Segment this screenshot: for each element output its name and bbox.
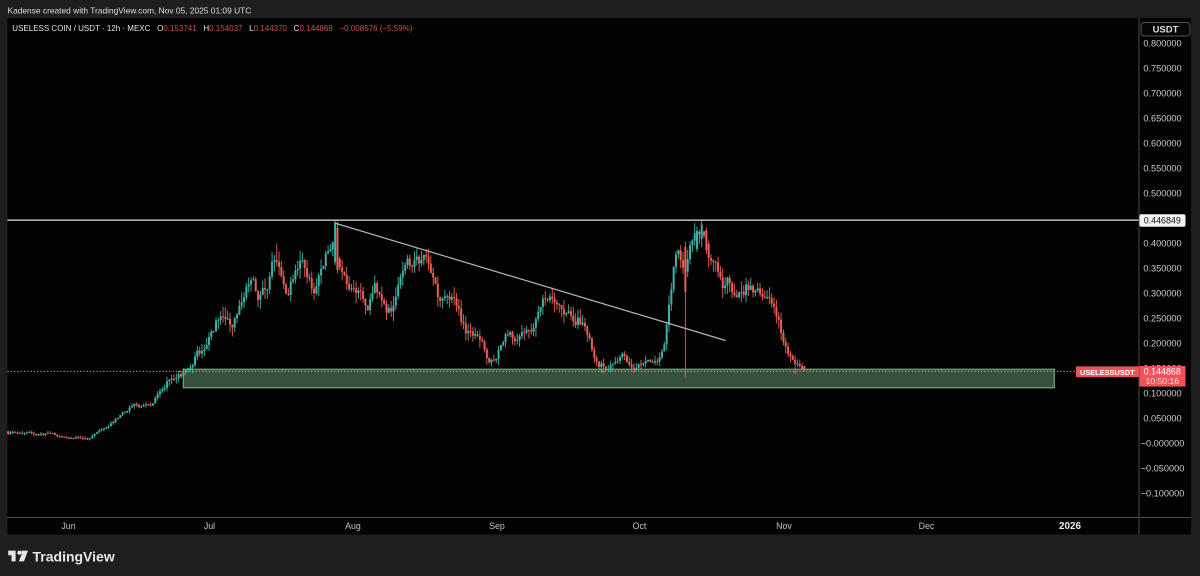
svg-text:−0.050000: −0.050000 bbox=[1141, 463, 1185, 473]
svg-text:0.550000: 0.550000 bbox=[1143, 163, 1181, 173]
svg-text:0.400000: 0.400000 bbox=[1143, 238, 1181, 248]
svg-text:USELESSUSDT: USELESSUSDT bbox=[1080, 368, 1135, 377]
svg-text:0.250000: 0.250000 bbox=[1143, 313, 1181, 323]
svg-text:USDT: USDT bbox=[1153, 25, 1179, 36]
svg-text:0.300000: 0.300000 bbox=[1143, 288, 1181, 298]
svg-text:Nov: Nov bbox=[776, 521, 792, 531]
svg-text:Kadense created with TradingVi: Kadense created with TradingView.com, No… bbox=[8, 6, 252, 16]
svg-text:Aug: Aug bbox=[345, 521, 361, 531]
svg-text:TradingView: TradingView bbox=[33, 549, 115, 565]
svg-text:Dec: Dec bbox=[919, 521, 935, 531]
svg-text:−0.000000: −0.000000 bbox=[1141, 438, 1185, 448]
svg-text:10:50:16: 10:50:16 bbox=[1146, 376, 1180, 386]
svg-text:0.600000: 0.600000 bbox=[1143, 138, 1181, 148]
svg-text:0.800000: 0.800000 bbox=[1143, 38, 1181, 48]
svg-text:0.100000: 0.100000 bbox=[1143, 388, 1181, 398]
svg-text:Jun: Jun bbox=[61, 521, 75, 531]
svg-text:Sep: Sep bbox=[489, 521, 505, 531]
svg-text:0.050000: 0.050000 bbox=[1143, 413, 1181, 423]
svg-text:Jul: Jul bbox=[204, 521, 215, 531]
svg-text:0.144868: 0.144868 bbox=[1144, 367, 1181, 377]
svg-text:−0.100000: −0.100000 bbox=[1141, 488, 1185, 498]
svg-text:0.500000: 0.500000 bbox=[1143, 188, 1181, 198]
svg-text:2026: 2026 bbox=[1059, 521, 1081, 532]
svg-text:USELESS COIN / USDT · 12h · ME: USELESS COIN / USDT · 12h · MEXC O0.1537… bbox=[12, 24, 412, 33]
svg-text:0.350000: 0.350000 bbox=[1143, 263, 1181, 273]
svg-text:0.750000: 0.750000 bbox=[1143, 63, 1181, 73]
svg-text:0.700000: 0.700000 bbox=[1143, 88, 1181, 98]
svg-text:Oct: Oct bbox=[633, 521, 647, 531]
svg-text:0.650000: 0.650000 bbox=[1143, 113, 1181, 123]
svg-text:0.446849: 0.446849 bbox=[1144, 216, 1181, 226]
svg-text:0.200000: 0.200000 bbox=[1143, 338, 1181, 348]
